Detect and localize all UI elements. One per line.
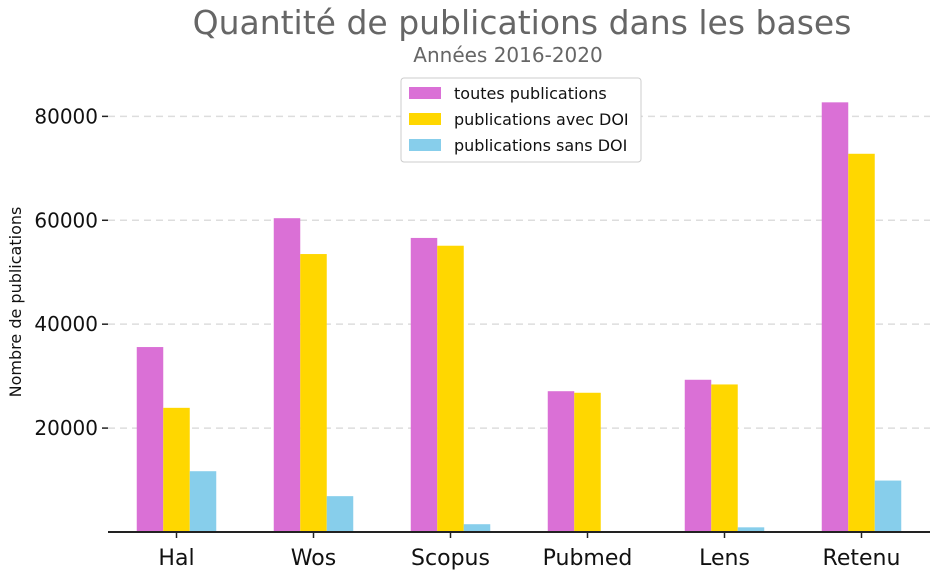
y-tick-label: 80000 bbox=[34, 104, 98, 128]
legend-swatch bbox=[409, 113, 441, 125]
bar-lens-series-2 bbox=[711, 384, 738, 532]
bar-pubmed-series-2 bbox=[574, 392, 601, 532]
bar-hal-series-2 bbox=[163, 407, 190, 532]
y-ticks: 20000 40000 60000 80000 bbox=[34, 104, 108, 440]
bar-scopus-series-3 bbox=[463, 524, 491, 532]
bar-lens-series-3 bbox=[737, 527, 765, 532]
legend-label: toutes publications bbox=[454, 84, 607, 103]
y-axis-label: Nombre de publications bbox=[6, 207, 25, 398]
bar-lens-series-1 bbox=[684, 379, 712, 532]
bar-scopus-series-2 bbox=[437, 245, 464, 532]
y-tick-label: 40000 bbox=[34, 312, 98, 336]
grid bbox=[108, 115, 930, 429]
legend-label: publications sans DOI bbox=[454, 136, 627, 155]
bars bbox=[136, 102, 902, 533]
legend-swatch bbox=[409, 139, 441, 151]
bar-retenu-series-2 bbox=[848, 153, 875, 532]
legend-frame bbox=[400, 77, 642, 163]
bar-hal-series-1 bbox=[136, 347, 164, 532]
bar-scopus-series-1 bbox=[410, 237, 438, 532]
legend-swatch bbox=[409, 87, 441, 99]
y-tick-label: 20000 bbox=[34, 416, 98, 440]
bar-wos-series-1 bbox=[273, 218, 301, 533]
x-tick-label: Lens bbox=[699, 546, 750, 571]
chart-subtitle: Années 2016-2020 bbox=[413, 43, 602, 67]
bar-retenu-series-1 bbox=[821, 102, 849, 532]
x-tick-label: Hal bbox=[158, 546, 194, 571]
legend-label: publications avec DOI bbox=[454, 110, 629, 129]
bar-hal-series-3 bbox=[189, 471, 217, 532]
bar-pubmed-series-1 bbox=[547, 391, 575, 532]
x-tick-label: Wos bbox=[291, 546, 336, 571]
bar-wos-series-3 bbox=[326, 496, 354, 532]
x-ticks: Hal Wos Scopus Pubmed Lens Retenu bbox=[158, 532, 900, 571]
x-tick-label: Retenu bbox=[823, 546, 901, 571]
x-tick-label: Scopus bbox=[411, 546, 490, 571]
legend: toutes publications publications avec DOI… bbox=[400, 77, 642, 163]
bar-retenu-series-3 bbox=[874, 480, 902, 532]
x-tick-label: Pubmed bbox=[543, 546, 633, 571]
bar-wos-series-2 bbox=[300, 254, 327, 533]
chart-title: Quantité de publications dans les bases bbox=[193, 3, 852, 42]
y-tick-label: 60000 bbox=[34, 208, 98, 232]
